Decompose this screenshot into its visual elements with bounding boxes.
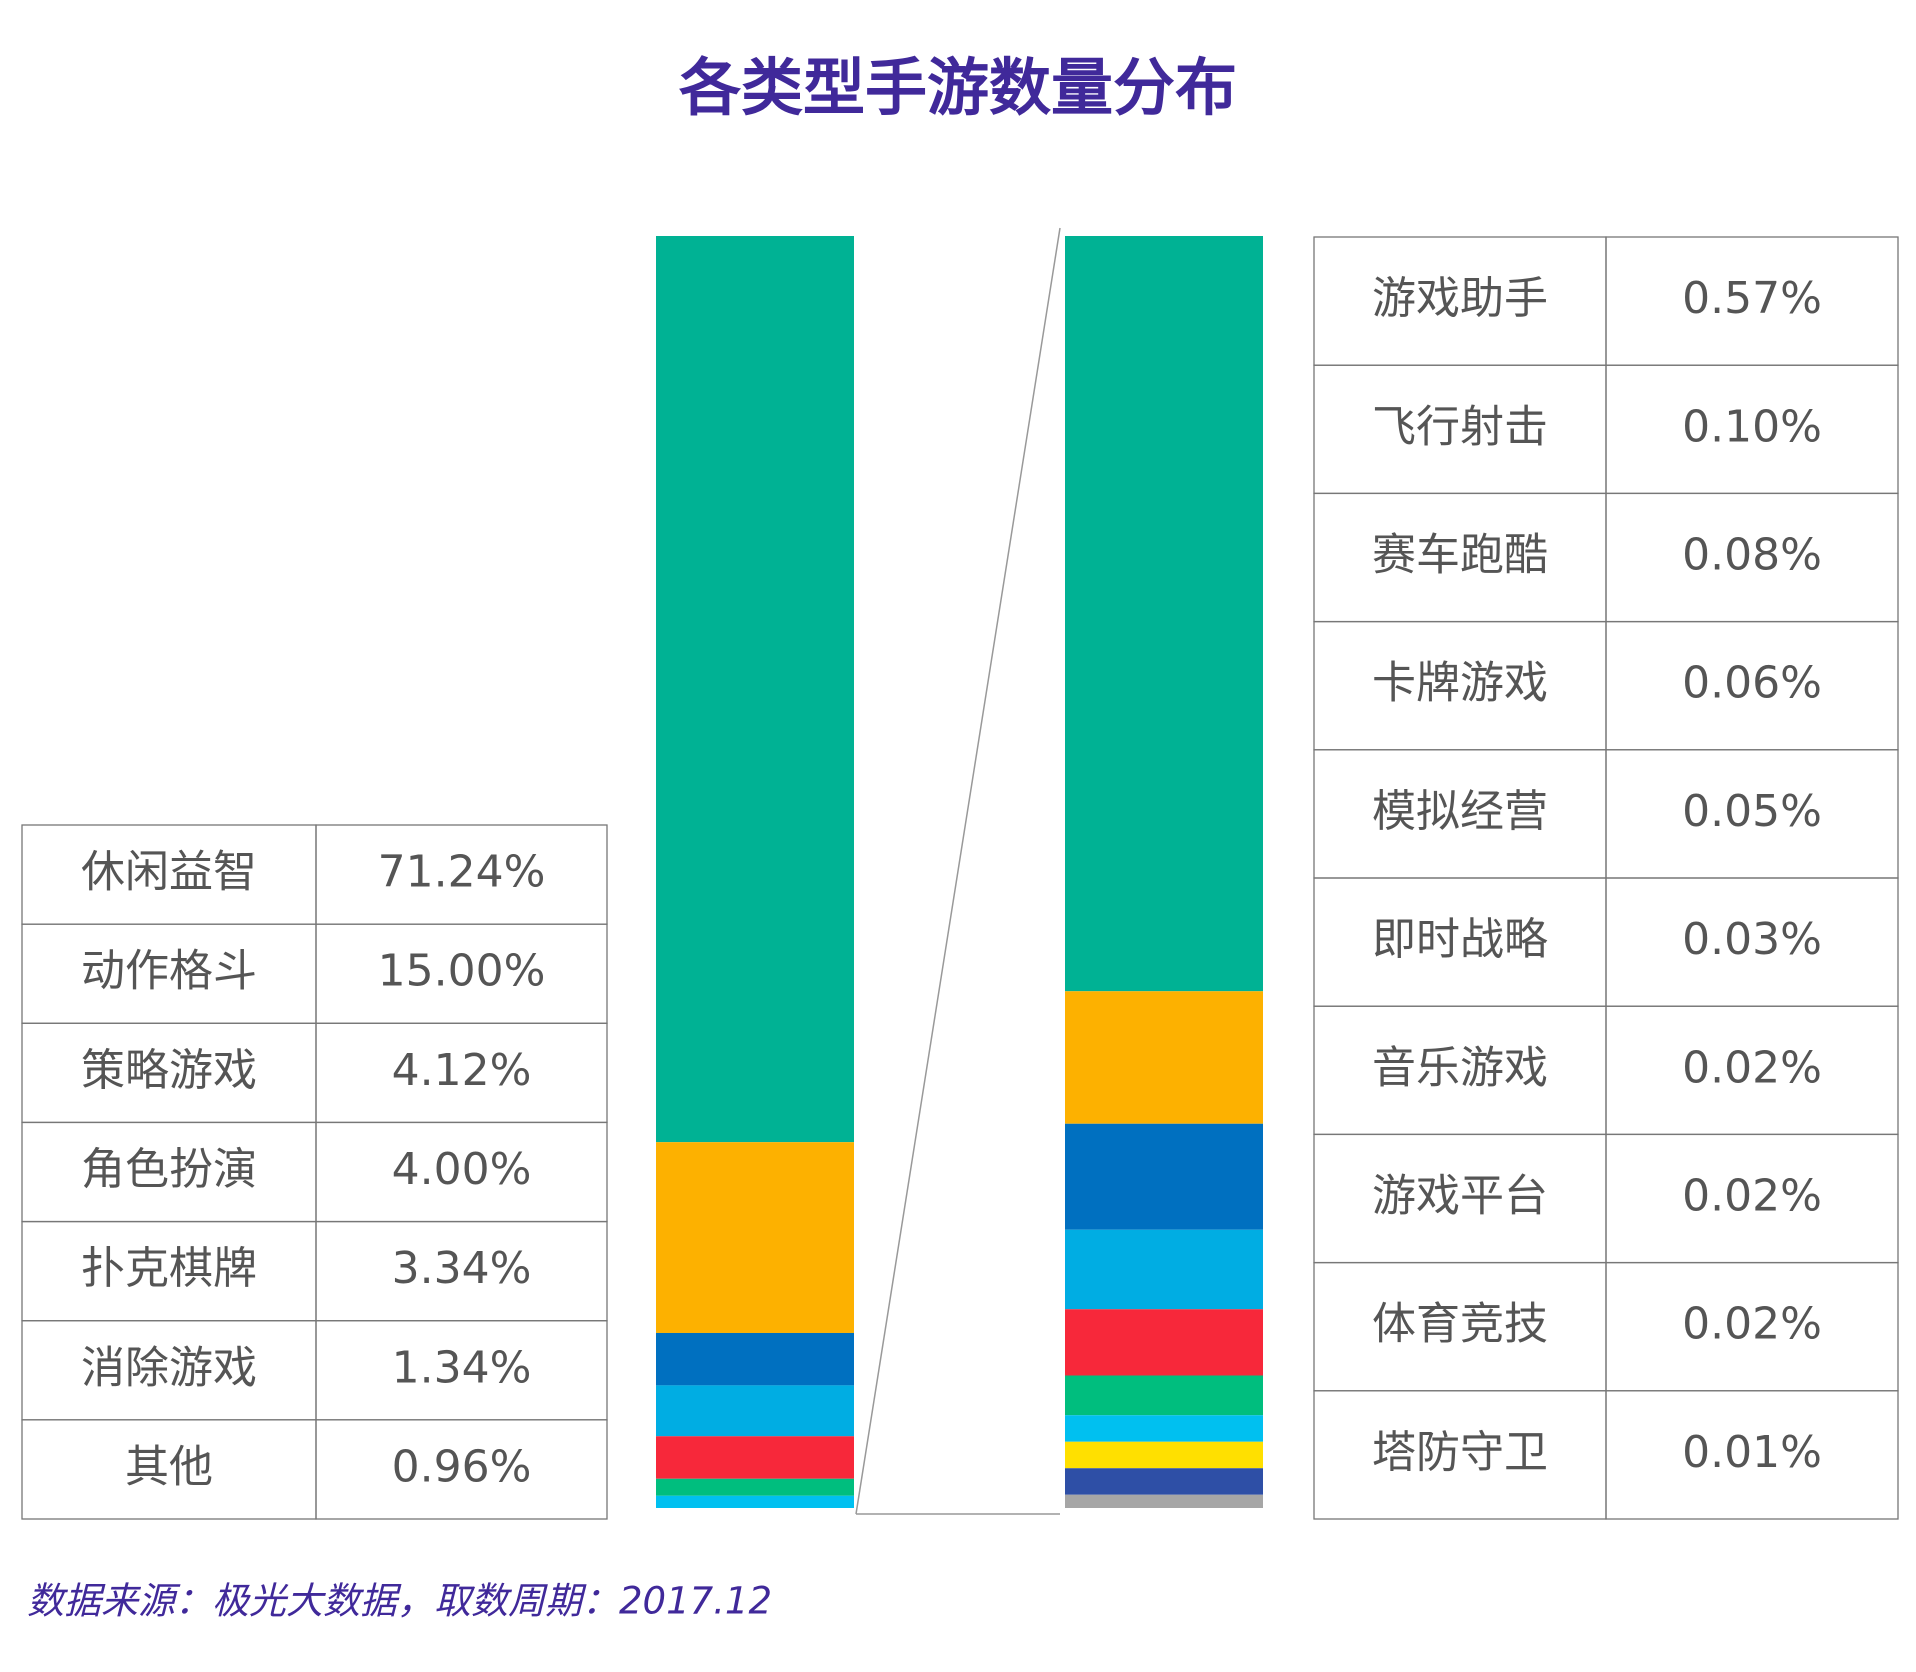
value-label: 0.10% (1682, 401, 1822, 452)
bar-segment (1065, 1494, 1263, 1508)
bar-segment (656, 1332, 854, 1386)
value-label: 0.02% (1682, 1299, 1822, 1350)
bar-segment (1065, 991, 1263, 1124)
value-label: 1.34% (392, 1342, 532, 1393)
bar-segment (656, 236, 854, 1143)
bar-segment (656, 1385, 854, 1437)
bar-segment (656, 1436, 854, 1479)
value-label: 3.34% (392, 1243, 532, 1294)
value-label: 0.05% (1682, 786, 1822, 837)
category-label: 赛车跑酷 (1372, 530, 1548, 581)
value-label: 0.96% (392, 1441, 532, 1492)
category-label: 扑克棋牌 (81, 1243, 257, 1294)
value-label: 71.24% (378, 847, 546, 898)
bar-segment (1065, 1229, 1263, 1310)
category-label: 角色扮演 (81, 1144, 257, 1195)
value-label: 4.00% (392, 1144, 532, 1195)
table-cell (1605, 1390, 1899, 1520)
bar-segment (1065, 1375, 1263, 1416)
category-label: 飞行射击 (1372, 401, 1548, 452)
category-label: 动作格斗 (81, 946, 257, 997)
category-label: 消除游戏 (81, 1342, 257, 1393)
bar-segment (1065, 1123, 1263, 1230)
chart-title: 各类型手游数量分布 (679, 51, 1237, 124)
category-label: 游戏助手 (1372, 273, 1548, 324)
bar-segment (1065, 1441, 1263, 1469)
table-cell (315, 1419, 608, 1520)
bar-segment (1065, 236, 1263, 992)
category-label: 模拟经营 (1372, 786, 1548, 837)
category-label: 其他 (125, 1441, 213, 1492)
connector (855, 227, 1061, 1515)
category-label: 塔防守卫 (1372, 1427, 1548, 1478)
value-label: 0.02% (1682, 1171, 1822, 1222)
bar-segment (656, 1478, 854, 1496)
category-label: 音乐游戏 (1372, 1042, 1548, 1093)
category-label: 体育竞技 (1372, 1299, 1548, 1350)
bar-segment (1065, 1309, 1263, 1376)
value-label: 0.08% (1682, 530, 1822, 581)
value-label: 15.00% (378, 946, 546, 997)
category-label: 休闲益智 (81, 847, 257, 898)
category-label: 游戏平台 (1372, 1171, 1548, 1222)
value-label: 0.57% (1682, 273, 1822, 324)
bar-segment (1065, 1415, 1263, 1442)
value-label: 0.03% (1682, 914, 1822, 965)
category-label: 策略游戏 (81, 1045, 257, 1096)
value-label: 0.06% (1682, 658, 1822, 709)
category-label: 即时战略 (1372, 914, 1548, 965)
category-label: 卡牌游戏 (1372, 658, 1548, 709)
bar-segment (656, 1495, 854, 1508)
bar-segment (1065, 1468, 1263, 1495)
bar-segment (656, 1142, 854, 1333)
value-label: 0.02% (1682, 1042, 1822, 1093)
source-note: 数据来源：极光大数据，取数周期：2017.12 (27, 1580, 772, 1623)
value-label: 0.01% (1682, 1427, 1822, 1478)
value-label: 4.12% (392, 1045, 532, 1096)
